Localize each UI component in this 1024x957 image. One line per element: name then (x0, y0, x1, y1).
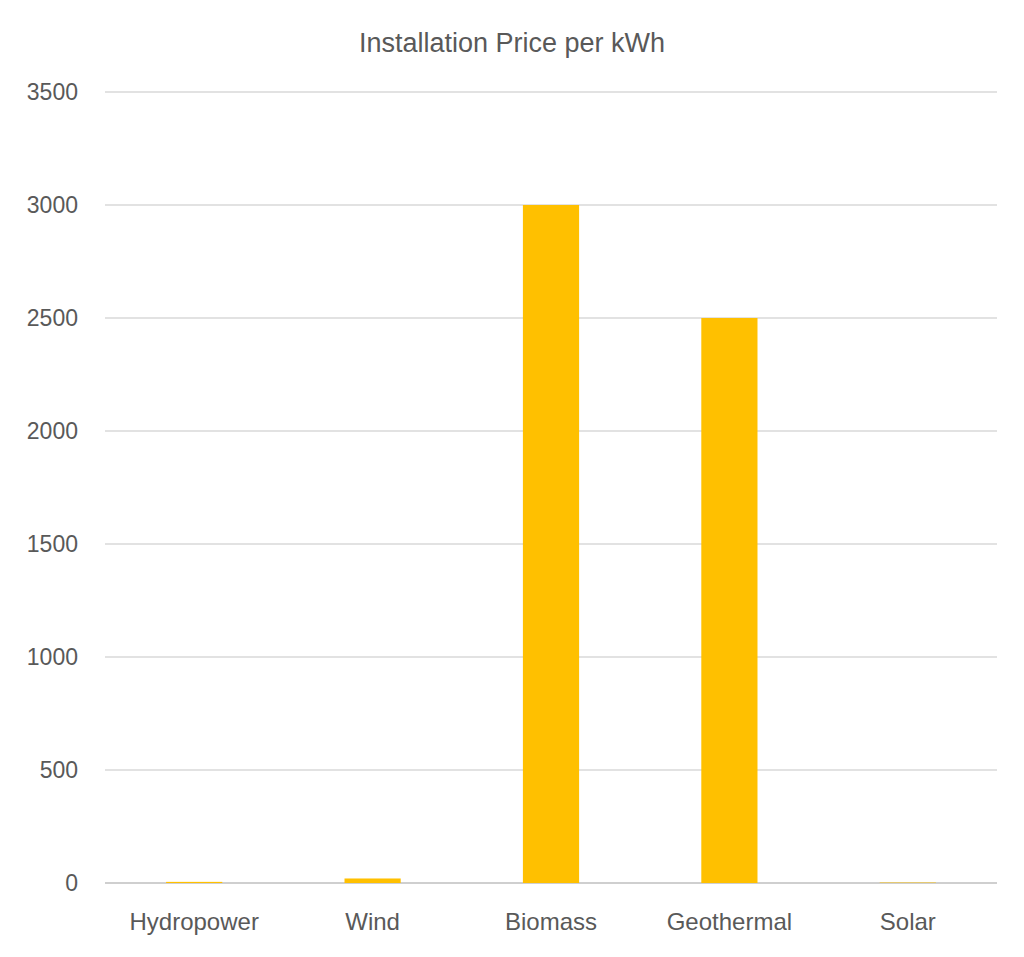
bar (523, 205, 579, 883)
bar (166, 882, 222, 883)
bar (880, 882, 936, 883)
x-tick-label: Wind (345, 908, 400, 935)
bars (166, 205, 936, 883)
bar (345, 878, 401, 883)
y-tick-label: 2000 (27, 418, 78, 444)
bar (701, 318, 757, 883)
chart-svg: Installation Price per kWh 0 500 1000 1500 20… (0, 0, 1024, 957)
y-tick-label: 500 (40, 757, 78, 783)
y-tick-label: 2500 (27, 305, 78, 331)
x-tick-label: Biomass (505, 908, 597, 935)
y-tick-label: 1500 (27, 531, 78, 557)
y-tick-label: 3500 (27, 79, 78, 105)
chart-container: Installation Price per kWh 0 500 1000 1500 20… (0, 0, 1024, 957)
x-tick-label: Solar (880, 908, 936, 935)
grid-line (105, 91, 997, 92)
chart-title: Installation Price per kWh (359, 28, 665, 58)
x-tick-label: Geothermal (667, 908, 792, 935)
y-tick-label: 0 (65, 870, 78, 896)
y-tick-label: 3000 (27, 192, 78, 218)
x-tick-label: Hydropower (130, 908, 259, 935)
y-tick-label: 1000 (27, 644, 78, 670)
